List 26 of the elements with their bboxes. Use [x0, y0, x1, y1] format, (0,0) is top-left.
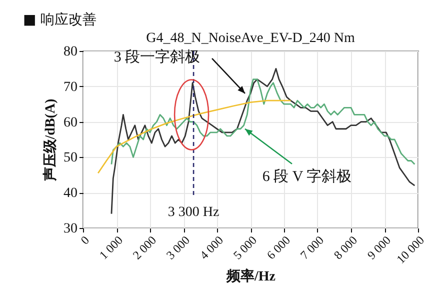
x-tick-label: 1 000 [96, 233, 126, 262]
chart-subtitle: G4_48_N_NoiseAve_EV-D_240 Nm [146, 31, 356, 46]
x-tick-label: 0 [78, 233, 92, 248]
x-axis-title: 频率/Hz [226, 268, 276, 285]
y-tick-label: 40 [64, 186, 78, 202]
y-tick-label: 80 [64, 44, 78, 60]
ref-line-label: 3 300 Hz [168, 205, 220, 220]
line-series [110, 78, 416, 165]
y-tick-label: 30 [64, 222, 78, 236]
x-tick-label: 8 000 [330, 233, 360, 262]
annotation: 6 段 V 字斜极 [262, 168, 352, 185]
x-tick-label: 3 000 [163, 233, 192, 262]
y-tick-label: 70 [64, 80, 78, 95]
y-axis-title: 声压级/dB(A) [42, 98, 58, 182]
chart-title: ■ 响应改善 [23, 11, 97, 28]
x-tick-label: 5 000 [230, 233, 260, 262]
x-tick-label: 9 000 [364, 233, 394, 262]
y-tick-label: 50 [64, 150, 78, 166]
x-tick-label: 10 000 [394, 233, 427, 266]
x-tick-label: 2 000 [130, 233, 159, 262]
x-tick-label: 4 000 [196, 233, 226, 262]
line-series [110, 68, 416, 215]
y-tick-label: 60 [64, 115, 78, 130]
x-tick-label: 6 000 [264, 233, 293, 262]
x-tick-label: 7 000 [297, 233, 326, 262]
annotation: 3 段一字斜极 [114, 48, 200, 66]
